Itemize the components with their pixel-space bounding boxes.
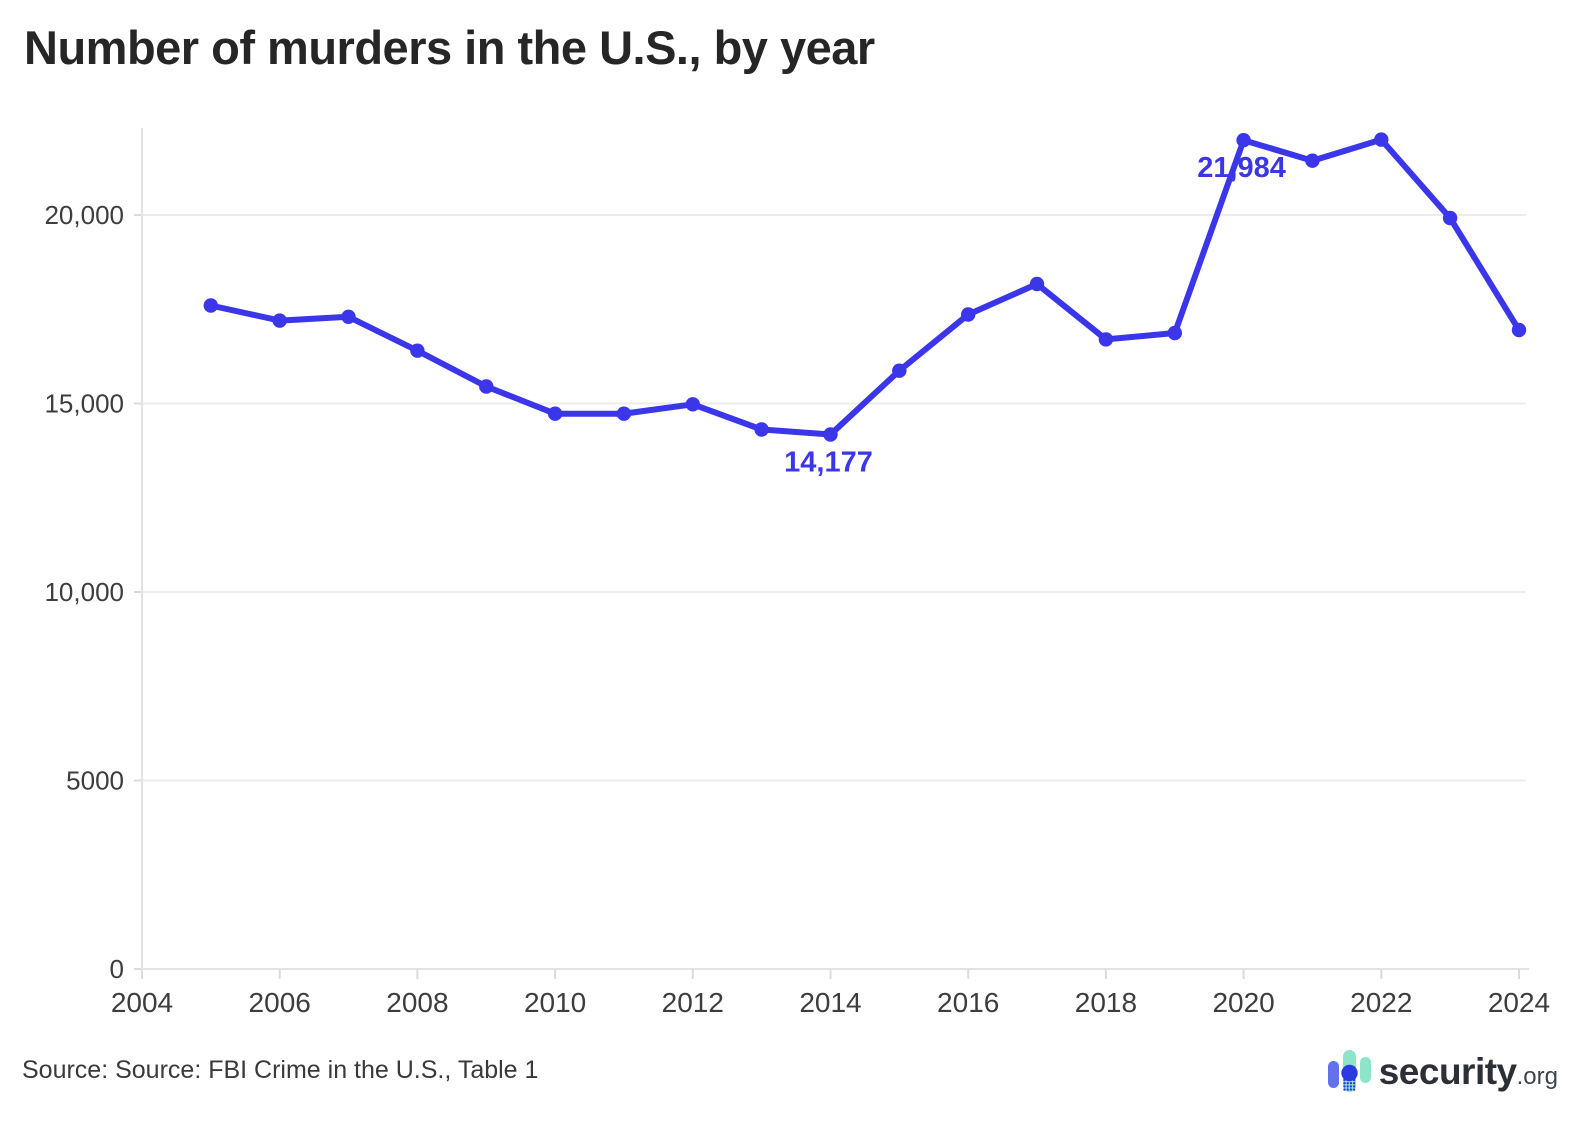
data-point-2018 xyxy=(1098,332,1114,347)
data-point-2017 xyxy=(1029,276,1045,292)
data-point-2022 xyxy=(1374,132,1389,147)
data-point-2011 xyxy=(616,406,632,421)
y-axis-label-0: 0 xyxy=(110,954,124,984)
data-point-2021 xyxy=(1305,153,1320,168)
data-point-2005 xyxy=(203,298,218,313)
data-point-2010 xyxy=(547,406,563,421)
data-point-2016 xyxy=(961,307,976,322)
y-axis-label-5000: 5000 xyxy=(66,766,124,796)
data-point-2020 xyxy=(1236,133,1251,148)
source-note: Source: Source: FBI Crime in the U.S., T… xyxy=(22,1056,539,1084)
x-axis-label-2008: 2008 xyxy=(386,987,448,1018)
annotation-2014: 14,177 xyxy=(784,447,873,479)
data-point-2015 xyxy=(892,363,907,378)
data-point-2019 xyxy=(1167,325,1183,341)
x-axis-label-2010: 2010 xyxy=(524,987,586,1018)
x-axis-label-2016: 2016 xyxy=(937,987,999,1018)
data-point-2008 xyxy=(410,343,425,358)
y-axis-label-15000: 15,000 xyxy=(44,389,124,419)
data-line xyxy=(207,136,1522,438)
x-axis-label-2012: 2012 xyxy=(662,987,724,1018)
logo-tld-text: .org xyxy=(1516,1063,1558,1090)
x-axis-label-2024: 2024 xyxy=(1488,987,1550,1018)
y-axis-label-10000: 10,000 xyxy=(44,577,124,607)
y-axis-label-20000: 20,000 xyxy=(44,200,124,230)
security-org-logo: security .org xyxy=(1326,1046,1558,1098)
security-org-logo-mark-icon xyxy=(1327,1050,1371,1092)
data-point-2006 xyxy=(272,313,287,328)
x-axis-label-2004: 2004 xyxy=(111,987,173,1018)
data-point-2013 xyxy=(754,422,769,437)
data-point-2009 xyxy=(479,379,494,394)
chart-title: Number of murders in the U.S., by year xyxy=(24,21,875,74)
x-axis-label-2022: 2022 xyxy=(1350,987,1412,1018)
x-axis-label-2020: 2020 xyxy=(1212,987,1274,1018)
x-axis-label-2006: 2006 xyxy=(249,987,311,1018)
data-point-2024 xyxy=(1511,322,1527,338)
logo-brand-text: security xyxy=(1378,1051,1517,1092)
data-point-2007 xyxy=(341,309,356,324)
data-point-2014 xyxy=(823,427,838,442)
murders-line-chart: 0 5000 10,000 15,000 20,000 2004 2006 2008 2010 2… xyxy=(44,128,1550,1018)
annotation-2020: 21,984 xyxy=(1197,152,1286,184)
data-point-2023 xyxy=(1442,210,1458,226)
data-point-2012 xyxy=(685,397,700,412)
x-axis-label-2014: 2014 xyxy=(799,987,861,1018)
x-axis-label-2018: 2018 xyxy=(1075,987,1137,1018)
